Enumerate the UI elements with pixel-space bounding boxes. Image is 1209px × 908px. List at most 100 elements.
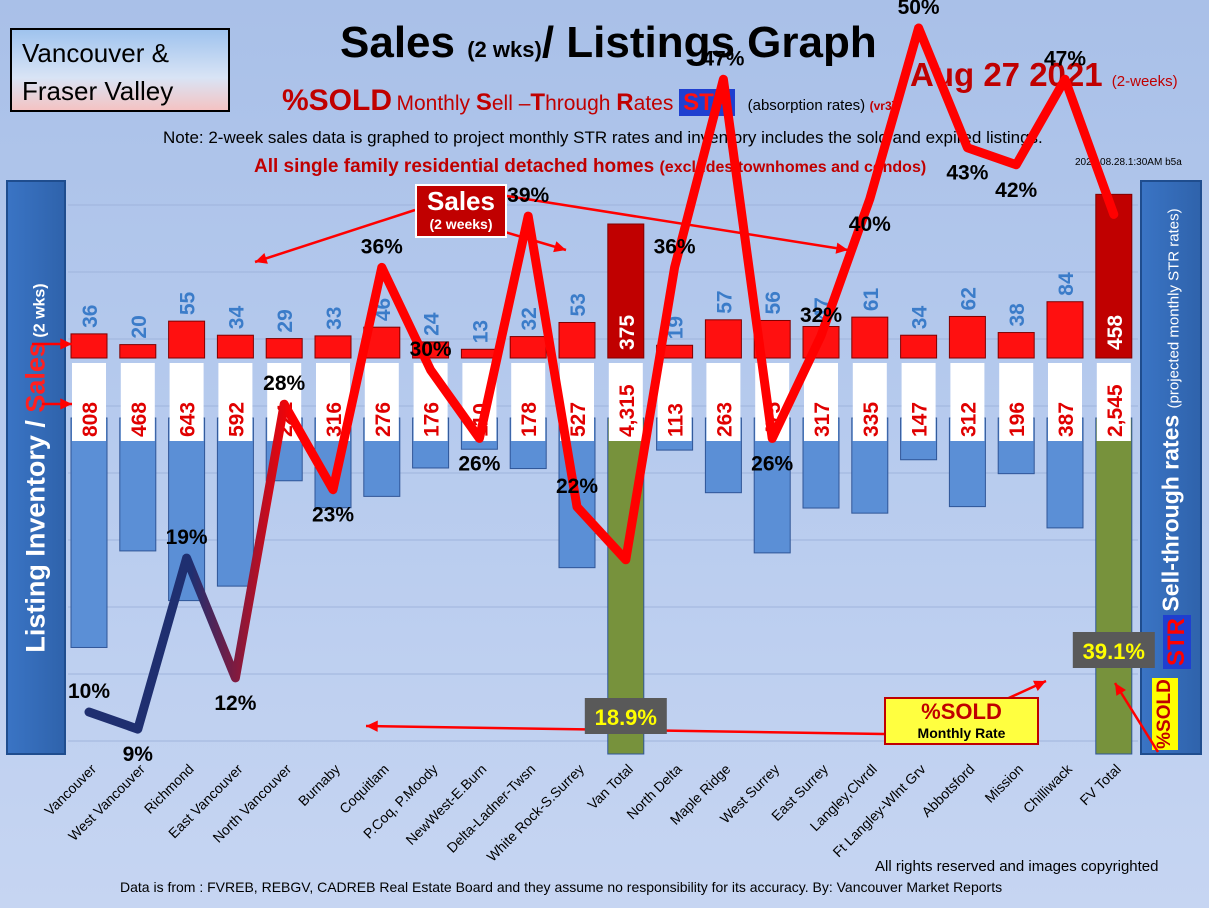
inventory-label-box xyxy=(1048,363,1082,441)
inventory-label-box xyxy=(169,363,204,441)
sold-callout-title: %SOLD xyxy=(921,699,1002,724)
inventory-value-label: 317 xyxy=(811,402,834,437)
inventory-label-box xyxy=(608,363,643,441)
rate-label: 30% xyxy=(410,338,452,361)
sales-bar xyxy=(948,315,986,359)
inventory-label-box xyxy=(804,363,838,441)
sold-rate-callout: %SOLD Monthly Rate xyxy=(884,697,1039,745)
inventory-label-box xyxy=(901,363,936,441)
inventory-value-label: 312 xyxy=(957,402,980,437)
category-label: Delta-Ladner-Twsn xyxy=(443,761,538,856)
sold-tag-box xyxy=(1152,678,1178,750)
callout-arrowhead xyxy=(60,338,72,350)
inventory-label-box xyxy=(72,363,106,441)
sales-value-label: 20 xyxy=(128,315,151,338)
sales-value-label: 36 xyxy=(79,305,102,328)
sales-bar xyxy=(558,321,596,359)
sales-value-label: 13 xyxy=(469,320,492,343)
category-label: Burnaby xyxy=(295,761,343,809)
rate-label: 28% xyxy=(263,372,305,395)
rate-label: 42% xyxy=(995,179,1037,202)
inventory-value-label: 113 xyxy=(665,403,688,437)
sales-callout: Sales (2 weeks) xyxy=(415,184,507,238)
rate-label: 36% xyxy=(654,235,696,258)
inventory-value-label: 468 xyxy=(128,402,151,437)
sales-bar xyxy=(997,332,1035,359)
inventory-label-box xyxy=(1096,363,1131,441)
sales-value-label: 62 xyxy=(957,287,980,310)
date-paren: (2-weeks) xyxy=(1111,73,1178,90)
category-label: Ft Langley-Wlnt Grv xyxy=(829,761,928,860)
callout-arrowhead xyxy=(835,242,848,254)
inventory-value-label: 592 xyxy=(225,402,248,437)
subtitle-r: R xyxy=(616,89,634,116)
region-line-2: Fraser Valley xyxy=(22,76,174,106)
timestamp-label: 2021.08.28.1:30AM b5a xyxy=(1075,157,1182,168)
inventory-value-label: 527 xyxy=(567,402,590,437)
callout-arrowhead xyxy=(1115,683,1126,696)
sales-bar xyxy=(704,319,742,359)
sales-value-label: 19 xyxy=(665,316,688,339)
sales-bar xyxy=(216,334,254,359)
category-label: White Rock-S.Surrey xyxy=(483,761,587,865)
subtitle-ell: ell – xyxy=(491,92,531,115)
callout-arrowhead xyxy=(255,253,268,264)
sold-callout-sub: Monthly Rate xyxy=(917,725,1006,741)
inventory-value-label: 4,315 xyxy=(616,384,639,437)
inventory-value-label: 643 xyxy=(177,402,200,437)
sales-value-label: 33 xyxy=(323,307,346,330)
rate-label: 12% xyxy=(214,692,256,715)
str-line xyxy=(84,23,1119,734)
chart-title: Sales (2 wks)/ Listings Graph xyxy=(340,18,877,68)
rate-label: 32% xyxy=(800,304,842,327)
sales-bar xyxy=(851,316,889,359)
inventory-label-box xyxy=(852,363,887,441)
sales-bar xyxy=(314,335,352,359)
category-label: Mission xyxy=(981,761,1026,806)
inventory-value-label: 808 xyxy=(79,402,102,437)
sales-bar xyxy=(460,348,498,359)
sales-bar xyxy=(509,336,547,359)
sales-value-label: 24 xyxy=(421,312,444,336)
inventory-value-label: 316 xyxy=(323,402,346,437)
region-label-box: Vancouver & Fraser Valley xyxy=(10,28,230,112)
sales-value-label: 84 xyxy=(1055,272,1078,296)
rate-label: 26% xyxy=(751,452,793,475)
sales-value-label: 55 xyxy=(177,291,200,315)
sales-value-label: 57 xyxy=(713,290,736,313)
inventory-labels: 808 468 643 592 221 316 276 176 110 178 527 4,315 11… xyxy=(72,363,1131,441)
callout-arrowhead xyxy=(553,241,566,253)
category-label: Abbotsford xyxy=(918,761,977,820)
inventory-label-box xyxy=(950,363,985,441)
sales-bars xyxy=(70,193,1133,359)
callout-arrowhead xyxy=(1033,680,1046,692)
rate-label: 9% xyxy=(123,743,154,766)
sales-value-label: 56 xyxy=(762,291,785,314)
sales-value-label: 53 xyxy=(567,293,590,316)
sales-bar xyxy=(168,320,206,359)
subtitle-m1: Monthly xyxy=(396,92,476,115)
inventory-value-label: 178 xyxy=(518,402,541,437)
subtitle-s: S xyxy=(475,89,492,116)
inventory-bar xyxy=(216,417,254,587)
total-rate-label: 18.9% xyxy=(595,705,657,730)
rate-label: 47% xyxy=(702,47,744,70)
inventory-label-box xyxy=(120,363,155,441)
category-label: Chilliwack xyxy=(1020,760,1076,816)
sales-value-label: 34 xyxy=(909,306,932,330)
sales-bar xyxy=(119,344,157,359)
subtitle-ates: ates xyxy=(633,92,680,115)
total-rate-box xyxy=(584,698,667,734)
category-label: FV Total xyxy=(1076,761,1123,808)
sales-value-label: 32 xyxy=(518,307,541,330)
total-rate-box xyxy=(1072,632,1155,668)
sales-value-label: 61 xyxy=(860,287,883,311)
inventory-value-label: 276 xyxy=(372,402,395,437)
inventory-label-box xyxy=(706,363,741,441)
callout-arrowhead xyxy=(60,398,72,410)
title-main: Sales xyxy=(340,18,468,67)
total-rate-label: 39.1% xyxy=(1083,639,1145,664)
inventory-value-label: 176 xyxy=(421,402,444,437)
sales-value-label: 38 xyxy=(1006,303,1029,327)
sales-bar xyxy=(265,338,303,359)
